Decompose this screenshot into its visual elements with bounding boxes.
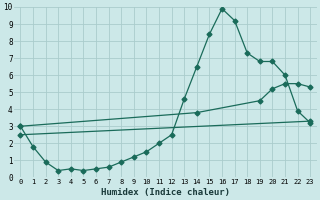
X-axis label: Humidex (Indice chaleur): Humidex (Indice chaleur) bbox=[101, 188, 230, 197]
